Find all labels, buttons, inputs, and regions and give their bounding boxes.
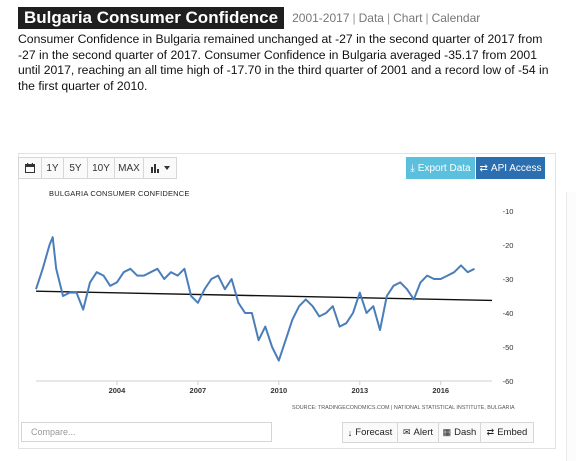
- series-line: [35, 236, 475, 362]
- embed-button[interactable]: ⇄ Embed: [480, 422, 534, 443]
- x-tick-label: 2004: [109, 386, 127, 395]
- chart-panel: [18, 153, 556, 449]
- forecast-button[interactable]: ↓ Forecast: [342, 422, 398, 443]
- x-tick-label: 2016: [432, 386, 449, 395]
- y-tick-label: -20: [503, 241, 514, 250]
- subnav-link-chart[interactable]: Chart: [393, 11, 423, 25]
- grid-icon: ▦: [442, 427, 452, 437]
- alert-button[interactable]: ✉ Alert: [397, 422, 439, 443]
- y-tick-label: -60: [503, 377, 514, 386]
- trend-line: [35, 290, 493, 302]
- range-10y-button[interactable]: 10Y: [87, 157, 115, 179]
- y-tick-labels: -10 -20 -30 -40 -50 -60: [503, 207, 514, 386]
- y-tick-label: -10: [503, 207, 514, 216]
- x-tick-label: 2010: [270, 386, 287, 395]
- y-tick-label: -40: [503, 309, 514, 318]
- envelope-icon: ✉: [402, 427, 411, 437]
- page-title: Bulgaria Consumer Confidence: [18, 7, 285, 29]
- export-data-button[interactable]: ⤓ Export Data: [406, 157, 475, 179]
- api-access-label: API Access: [490, 162, 542, 174]
- subnav-link-calendar[interactable]: Calendar: [431, 11, 481, 25]
- compare-input[interactable]: [21, 422, 272, 442]
- page-header: Bulgaria Consumer Confidence 2001-2017 | D…: [18, 7, 480, 29]
- x-tick-label: 2007: [190, 386, 207, 395]
- swap-icon: ⇄: [479, 162, 488, 174]
- x-tick-labels: 2004 2007 2010 2013 2016: [109, 381, 449, 395]
- chart-actions: ↓ Forecast ✉ Alert ▦ Dash ⇄ Embed: [342, 422, 534, 443]
- dash-button[interactable]: ▦ Dash: [438, 422, 481, 443]
- subnav-separator: |: [386, 11, 391, 25]
- api-access-button[interactable]: ⇄ API Access: [476, 157, 545, 179]
- page-edge-strip: [566, 192, 576, 461]
- range-toolbar: 1Y 5Y 10Y MAX: [18, 157, 177, 179]
- subnav-range: 2001-2017: [292, 11, 350, 25]
- range-5y-button[interactable]: 5Y: [63, 157, 88, 179]
- alert-label: Alert: [413, 427, 434, 438]
- forecast-label: Forecast: [355, 427, 393, 438]
- y-tick-label: -50: [503, 343, 514, 352]
- subnav-separator: |: [425, 11, 429, 25]
- caret-down-icon: [163, 166, 170, 170]
- dash-label: Dash: [454, 427, 477, 438]
- x-tick-label: 2013: [351, 386, 368, 395]
- y-tick-label: -30: [503, 275, 514, 284]
- chart-type-dropdown[interactable]: [143, 157, 177, 179]
- chart-title: BULGARIA CONSUMER CONFIDENCE: [49, 189, 190, 198]
- calendar-icon: [25, 163, 35, 173]
- chart-source: SOURCE: TRADINGECONOMICS.COM | NATIONAL …: [292, 405, 515, 411]
- code-icon: ⇄: [486, 427, 495, 437]
- export-data-label: Export Data: [417, 162, 471, 174]
- download-icon: ⤓: [410, 162, 415, 174]
- bar-chart-icon: [150, 163, 159, 173]
- subnav-separator: |: [352, 11, 356, 25]
- embed-label: Embed: [497, 427, 528, 438]
- subnav: 2001-2017 | Data | Chart | Calendar: [292, 11, 480, 25]
- summary-text: Consumer Confidence in Bulgaria remained…: [18, 32, 549, 93]
- forecast-icon: ↓: [347, 427, 353, 438]
- subnav-link-data[interactable]: Data: [358, 11, 384, 25]
